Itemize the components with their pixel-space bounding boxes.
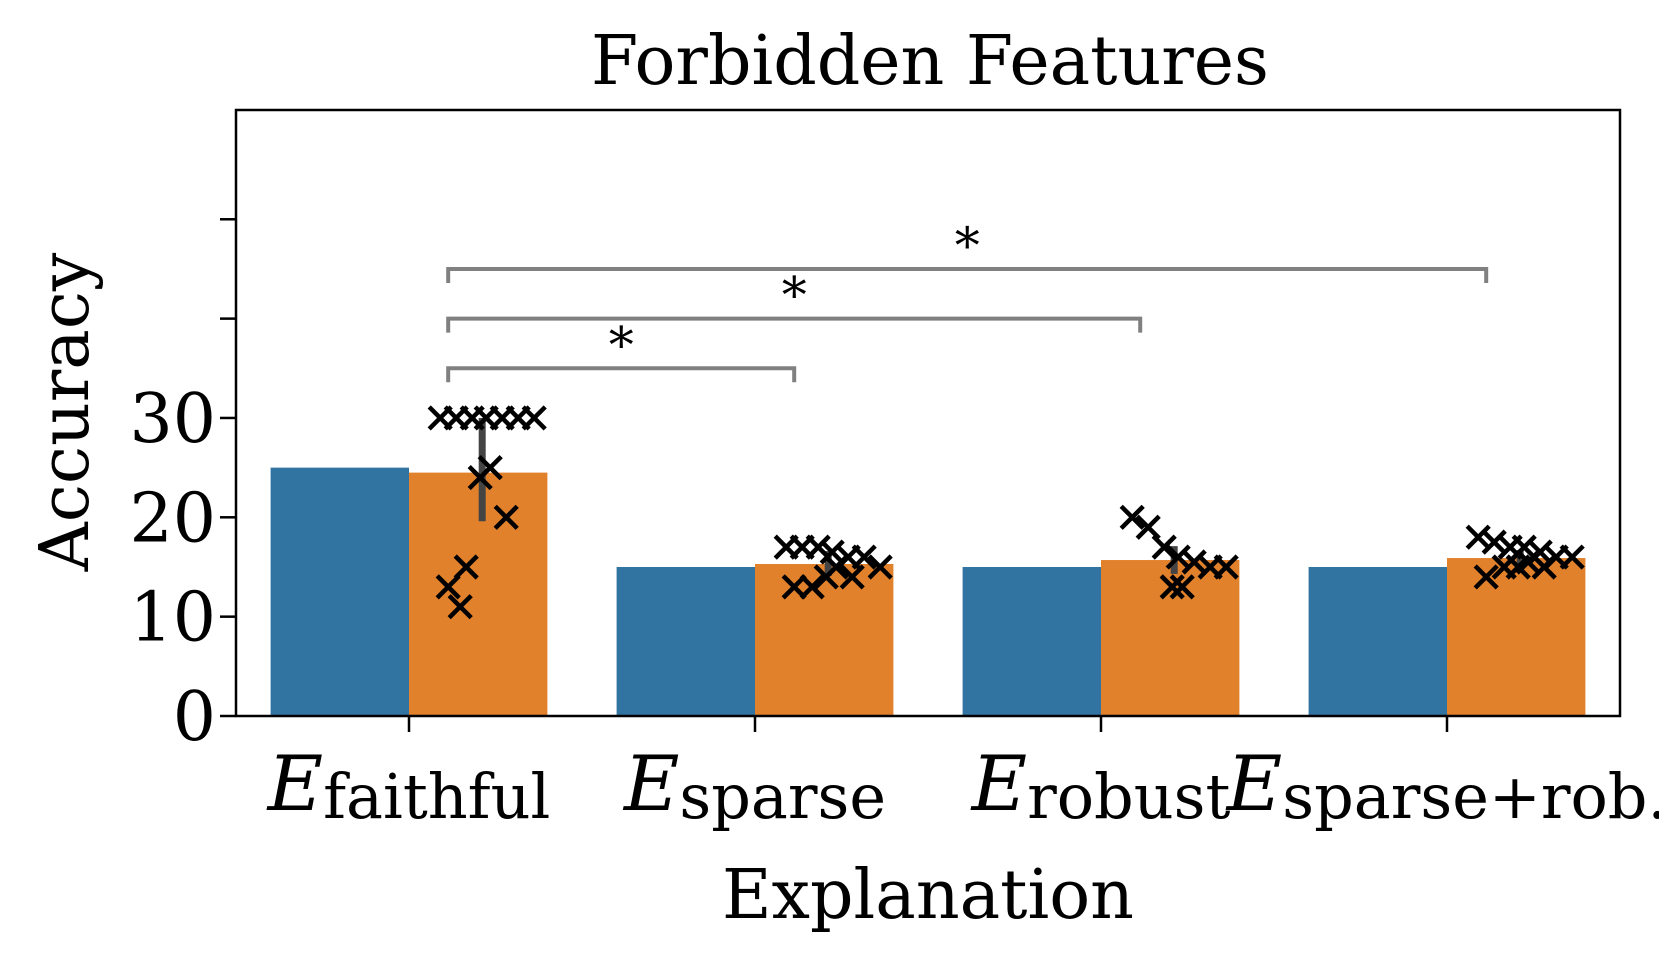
significance-bracket-2	[446, 316, 1143, 333]
point-cat3-5	[1181, 549, 1207, 575]
point-cat3-2	[1135, 514, 1161, 540]
point-cat4-4	[1511, 534, 1537, 560]
point-cat3-7	[1213, 554, 1239, 580]
x-tick-label-1: Efaithful	[266, 739, 551, 833]
x-tick-label-3: Erobust	[970, 739, 1231, 833]
significance-star-2: *	[782, 267, 807, 325]
y-tick-label-0: 0	[173, 678, 216, 757]
point-cat3-9	[1159, 574, 1185, 600]
x-tick-label-4: Esparse+rob.	[1225, 739, 1659, 833]
point-cat3-3	[1151, 534, 1177, 560]
y-axis: 0 10 20 30	[129, 218, 236, 757]
bars	[270, 467, 1586, 716]
point-cat1-10	[493, 504, 519, 530]
point-cat2-6	[851, 544, 877, 570]
point-cat1-11	[453, 554, 479, 580]
point-cat4-7	[1559, 544, 1585, 570]
y-tick-label-30: 30	[129, 380, 216, 459]
point-cat2-4	[819, 539, 845, 565]
bar-series2-cat4	[1447, 558, 1586, 716]
y-tick-label-10: 10	[129, 579, 216, 658]
point-cat4-10	[1531, 554, 1557, 580]
data-points	[427, 405, 1585, 620]
point-cat2-9	[813, 564, 839, 590]
point-cat2-12	[781, 574, 807, 600]
point-cat1-7	[521, 405, 547, 431]
point-cat1-13	[447, 594, 473, 620]
point-cat2-3	[805, 534, 831, 560]
significance-bracket-3	[446, 266, 1489, 283]
point-cat3-8	[1169, 574, 1195, 600]
bar-series1-cat3	[962, 566, 1101, 716]
point-cat4-11	[1491, 554, 1517, 580]
bar-series2-cat2	[755, 564, 894, 716]
point-cat1-12	[435, 574, 461, 600]
bar-series1-cat4	[1308, 566, 1447, 716]
x-tick-label-sub-3: robust	[1027, 760, 1230, 833]
point-cat3-4	[1165, 544, 1191, 570]
x-tick-label-sub-4: sparse+rob.	[1282, 760, 1659, 833]
point-cat2-11	[799, 574, 825, 600]
significance-brackets: * * *	[446, 217, 1489, 383]
chart-title: Forbidden Features	[591, 22, 1269, 101]
x-axis-label: Explanation	[722, 856, 1134, 935]
significance-star-3: *	[955, 217, 980, 275]
x-tick-label-sub-2: sparse	[679, 760, 886, 833]
bar-series2-cat1	[409, 472, 548, 716]
y-tick-label-20: 20	[129, 479, 216, 558]
point-cat4-12	[1473, 564, 1499, 590]
point-cat2-7	[867, 554, 893, 580]
bar-series1-cat1	[270, 467, 409, 716]
significance-bracket-1	[446, 366, 797, 383]
point-cat4-1	[1465, 524, 1491, 550]
x-tick-label-2: Esparse	[622, 739, 886, 833]
bar-series1-cat2	[616, 566, 755, 716]
point-cat4-2	[1481, 529, 1507, 555]
point-cat3-1	[1119, 504, 1145, 530]
point-cat2-10	[839, 564, 865, 590]
x-tick-label-sub-1: faithful	[323, 760, 550, 833]
y-axis-label: Accuracy	[26, 252, 105, 572]
error-bars	[478, 417, 1524, 576]
point-cat1-9	[467, 464, 493, 491]
plot-frame	[234, 108, 1622, 718]
significance-star-1: *	[609, 316, 634, 374]
